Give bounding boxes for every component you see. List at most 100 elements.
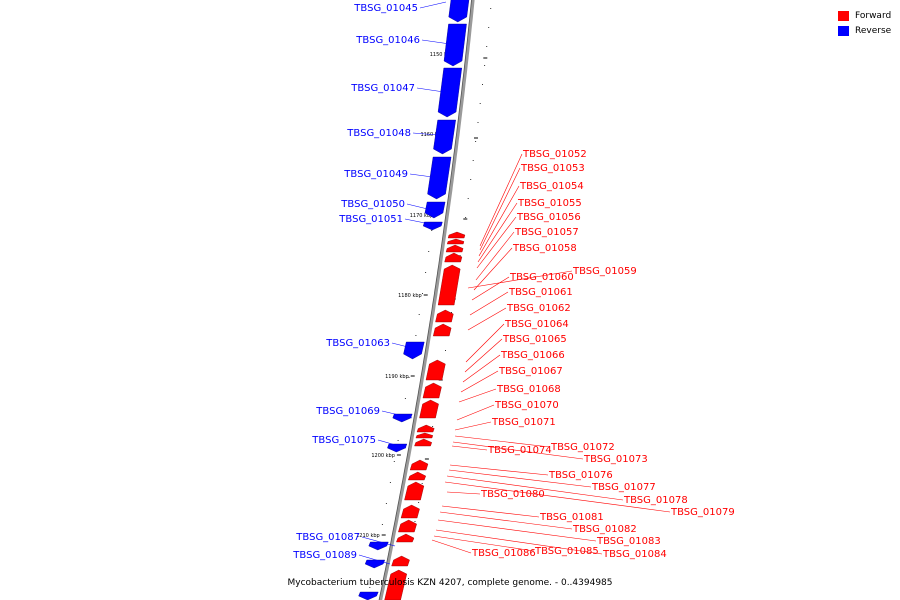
reverse-gene-label: TBSG_01069	[315, 406, 380, 417]
forward-gene-label: TBSG_01064	[504, 319, 569, 330]
reverse-gene-label: TBSG_01046	[355, 35, 420, 46]
forward-gene-block	[435, 309, 454, 323]
reverse-gene-block	[358, 591, 379, 600]
forward-leader-line	[458, 388, 497, 403]
reverse-gene-label: TBSG_01050	[340, 199, 405, 210]
minor-tick	[479, 103, 481, 104]
minor-tick	[385, 503, 387, 504]
forward-leader-line	[431, 539, 472, 554]
minor-tick	[428, 251, 430, 252]
minor-tick	[459, 255, 461, 256]
forward-gene-label: TBSG_01054	[519, 181, 584, 192]
forward-gene-label: TBSG_01055	[517, 198, 582, 209]
forward-gene-block	[400, 504, 420, 519]
forward-leader-line	[467, 307, 507, 331]
forward-gene-block	[419, 399, 439, 419]
forward-leader-line	[454, 435, 551, 448]
legend-item-reverse: Reverse	[838, 23, 891, 38]
forward-gene-label: TBSG_01076	[548, 470, 613, 481]
forward-gene-label: TBSG_01080	[480, 489, 545, 500]
reverse-leader-line	[361, 536, 396, 547]
minor-tick	[425, 272, 427, 273]
forward-gene-block	[447, 231, 466, 239]
reverse-gene-block	[433, 119, 456, 155]
tick-label: 1170 kbp	[410, 213, 434, 219]
minor-tick	[414, 521, 416, 522]
forward-leader-line	[441, 505, 540, 518]
reverse-gene-block	[403, 341, 425, 360]
forward-gene-label: TBSG_01056	[516, 212, 581, 223]
forward-gene-label: TBSG_01061	[508, 287, 573, 298]
forward-leader-line	[448, 469, 592, 488]
forward-gene-block	[391, 555, 410, 567]
reverse-leader-line	[358, 554, 391, 565]
forward-leader-line	[460, 370, 499, 393]
minor-tick	[472, 160, 474, 161]
reverse-leader-line	[409, 173, 441, 179]
forward-leader-line	[469, 291, 509, 316]
forward-gene-block	[414, 438, 433, 447]
forward-leader-line	[433, 535, 535, 552]
minor-tick	[415, 335, 417, 336]
forward-gene-label: TBSG_01057	[514, 227, 579, 238]
minor-tick	[488, 27, 490, 28]
forward-leader-line	[462, 354, 501, 383]
forward-gene-block	[432, 323, 452, 337]
minor-tick	[397, 440, 399, 441]
reverse-swatch	[838, 25, 849, 36]
forward-leader-line	[437, 519, 597, 542]
forward-swatch	[838, 10, 849, 21]
forward-gene-label: TBSG_01085	[534, 546, 599, 557]
forward-gene-block	[422, 382, 442, 399]
forward-leader-line	[435, 529, 603, 555]
reverse-leader-line	[381, 410, 413, 419]
forward-gene-label: TBSG_01074	[487, 445, 552, 456]
minor-tick	[490, 8, 492, 9]
reverse-gene-label: TBSG_01063	[325, 338, 390, 349]
forward-gene-label: TBSG_01081	[539, 512, 604, 523]
minor-tick	[451, 312, 452, 313]
minor-tick	[475, 141, 477, 142]
forward-leader-line	[477, 202, 518, 263]
reverse-leader-line	[412, 132, 451, 137]
minor-tick	[431, 230, 433, 231]
minor-tick	[421, 483, 423, 484]
forward-gene-label: TBSG_01065	[502, 334, 567, 345]
minor-tick	[418, 314, 420, 315]
forward-gene-label: TBSG_01072	[550, 442, 615, 453]
forward-leader-line	[475, 231, 515, 281]
forward-leader-line	[446, 491, 481, 495]
forward-gene-label: TBSG_01068	[496, 384, 561, 395]
reverse-gene-block	[364, 559, 386, 569]
forward-gene-label: TBSG_01078	[623, 495, 688, 506]
reverse-leader-line	[406, 203, 441, 213]
minor-tick	[389, 482, 391, 483]
forward-gene-label: TBSG_01060	[509, 272, 574, 283]
reverse-gene-label: TBSG_01048	[346, 128, 411, 139]
reverse-gene-label: TBSG_01075	[311, 435, 376, 446]
forward-leader-line	[479, 167, 521, 251]
forward-gene-label: TBSG_01082	[572, 524, 637, 535]
reverse-gene-block	[448, 0, 470, 23]
forward-gene-label: TBSG_01071	[491, 417, 556, 428]
tick-label: 1150 kbp	[430, 52, 454, 58]
forward-gene-label: TBSG_01079	[670, 507, 735, 518]
forward-gene-block	[415, 432, 434, 439]
forward-gene-label: TBSG_01070	[494, 400, 559, 411]
forward-leader-line	[465, 323, 505, 363]
reverse-gene-block	[422, 221, 443, 231]
reverse-gene-block	[368, 541, 389, 551]
forward-gene-label: TBSG_01083	[596, 536, 661, 547]
tick-label: 1160 kbp	[420, 132, 444, 138]
legend-label-reverse: Reverse	[855, 25, 892, 36]
forward-leader-line	[479, 153, 523, 247]
reverse-leader-line	[377, 439, 407, 449]
forward-gene-block	[384, 569, 407, 600]
forward-gene-block	[409, 459, 429, 471]
forward-gene-label: TBSG_01077	[591, 482, 656, 493]
forward-gene-label: TBSG_01053	[520, 163, 585, 174]
forward-leader-line	[452, 441, 584, 460]
tick-label: 1180 kbp	[398, 293, 422, 299]
reverse-gene-label: TBSG_01051	[338, 214, 403, 225]
